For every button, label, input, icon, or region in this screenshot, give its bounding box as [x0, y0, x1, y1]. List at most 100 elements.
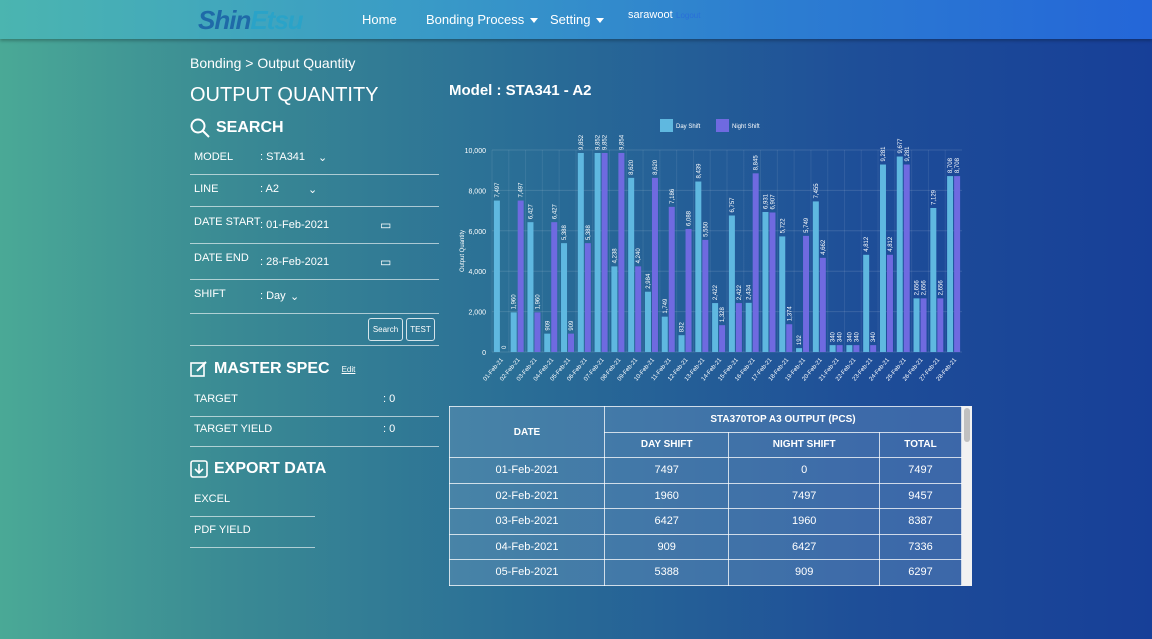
bar-day[interactable] — [493, 200, 500, 352]
model-select[interactable]: : STA341 — [260, 151, 306, 163]
bar-night[interactable] — [853, 345, 860, 352]
line-field[interactable]: LINE: A2 ⌄ — [190, 175, 439, 207]
nav-setting[interactable]: Setting — [550, 12, 605, 27]
bar-night[interactable] — [920, 298, 927, 352]
bar-night[interactable] — [769, 212, 776, 352]
data-label: 6,088 — [687, 210, 693, 226]
test-button[interactable]: TEST — [406, 318, 435, 341]
bar-night[interactable] — [735, 303, 742, 352]
data-label: 6,931 — [763, 193, 769, 209]
shinetsu-logo[interactable]: ShinEtsu — [198, 5, 304, 35]
data-label: 1,749 — [663, 298, 669, 314]
export-excel[interactable]: EXCEL — [190, 485, 315, 517]
bar-day[interactable] — [863, 254, 870, 352]
data-label: 4,812 — [864, 236, 870, 252]
bar-day[interactable] — [762, 211, 769, 352]
bar-day[interactable] — [678, 335, 685, 352]
data-label: 832 — [680, 322, 686, 333]
bar-day[interactable] — [561, 243, 568, 352]
bar-day[interactable] — [796, 348, 803, 352]
date-end-field[interactable]: DATE END: 28-Feb-2021 ▭ — [190, 244, 439, 280]
bar-night[interactable] — [618, 152, 625, 352]
shift-select[interactable]: : Day — [260, 290, 286, 302]
bar-night[interactable] — [635, 266, 642, 352]
date-end-input[interactable]: : 28-Feb-2021 — [260, 256, 330, 268]
edit-icon — [190, 361, 207, 377]
bar-day[interactable] — [913, 298, 920, 352]
bar-day[interactable] — [829, 345, 836, 352]
logout-link[interactable]: Logout — [676, 11, 701, 20]
bar-night[interactable] — [752, 173, 759, 352]
bar-night[interactable] — [786, 324, 793, 352]
legend-label[interactable]: Night Shift — [732, 124, 760, 130]
output-table: DATE STA370TOP A3 OUTPUT (PCS) DAY SHIFT N… — [449, 406, 972, 586]
bar-day[interactable] — [544, 333, 551, 352]
bar-day[interactable] — [879, 164, 886, 352]
data-label: 9,852 — [579, 134, 585, 150]
bar-night[interactable] — [668, 206, 675, 352]
bar-night[interactable] — [568, 333, 575, 352]
table-scrollbar[interactable] — [962, 406, 972, 586]
table-row: 02-Feb-2021 1960 7497 9457 — [449, 482, 962, 509]
nav-home[interactable]: Home — [362, 12, 397, 27]
date-start-input[interactable]: : 01-Feb-2021 — [260, 219, 330, 231]
shift-label: SHIFT — [194, 288, 226, 300]
data-label: 4,238 — [612, 248, 618, 264]
bar-night[interactable] — [601, 152, 608, 352]
calendar-icon[interactable]: ▭ — [380, 255, 392, 269]
bar-day[interactable] — [846, 345, 853, 352]
bar-night[interactable] — [903, 164, 910, 352]
data-label: 9,281 — [881, 146, 887, 162]
export-pdf-yield[interactable]: PDF YIELD — [190, 516, 315, 548]
bar-day[interactable] — [611, 266, 618, 352]
bar-day[interactable] — [661, 316, 668, 352]
bar-day[interactable] — [628, 177, 635, 352]
bar-night[interactable] — [534, 312, 541, 352]
bar-night[interactable] — [803, 235, 810, 352]
edit-link[interactable]: Edit — [341, 364, 356, 374]
model-field[interactable]: MODEL: STA341 ⌄ — [190, 143, 439, 175]
search-button[interactable]: Search — [368, 318, 403, 341]
shift-field[interactable]: SHIFT: Day ⌄ — [190, 280, 439, 314]
master-spec-label: MASTER SPEC — [214, 360, 330, 377]
bar-day[interactable] — [812, 201, 819, 352]
bar-day[interactable] — [930, 207, 937, 352]
line-select[interactable]: : A2 — [260, 183, 279, 195]
legend-label[interactable]: Day Shift — [676, 124, 701, 130]
bar-night[interactable] — [819, 257, 826, 352]
bar-day[interactable] — [577, 152, 584, 352]
bar-day[interactable] — [896, 156, 903, 352]
bar-night[interactable] — [836, 345, 843, 352]
table-row: 04-Feb-2021 909 6427 7336 — [449, 533, 962, 560]
bar-day[interactable] — [728, 215, 735, 352]
bar-night[interactable] — [651, 177, 658, 352]
scrollbar-thumb[interactable] — [964, 408, 970, 442]
bar-night[interactable] — [886, 254, 893, 352]
nav-bonding-process[interactable]: Bonding Process — [426, 12, 539, 27]
legend-swatch — [660, 119, 673, 132]
bar-day[interactable] — [644, 291, 651, 352]
bar-night[interactable] — [517, 200, 524, 352]
bar-night[interactable] — [870, 345, 877, 352]
bar-day[interactable] — [947, 176, 954, 352]
bar-day[interactable] — [779, 236, 786, 352]
bar-night[interactable] — [702, 239, 709, 352]
data-label: 7,497 — [519, 182, 525, 198]
bar-night[interactable] — [685, 229, 692, 352]
bar-night[interactable] — [551, 222, 558, 352]
bar-day[interactable] — [510, 312, 517, 352]
bar-day[interactable] — [695, 181, 702, 352]
calendar-icon[interactable]: ▭ — [380, 218, 392, 232]
bar-night[interactable] — [937, 298, 944, 352]
bar-day[interactable] — [527, 222, 534, 352]
bar-night[interactable] — [954, 176, 961, 352]
caret-down-icon — [530, 18, 539, 24]
bar-day[interactable] — [712, 303, 719, 352]
bar-night[interactable] — [719, 325, 726, 352]
bar-day[interactable] — [594, 152, 601, 352]
table-row: 01-Feb-2021 7497 0 7497 — [449, 457, 962, 484]
search-icon — [190, 118, 210, 138]
date-start-field[interactable]: DATE START: 01-Feb-2021 ▭ — [190, 208, 439, 244]
bar-day[interactable] — [745, 302, 752, 352]
bar-night[interactable] — [584, 243, 591, 352]
